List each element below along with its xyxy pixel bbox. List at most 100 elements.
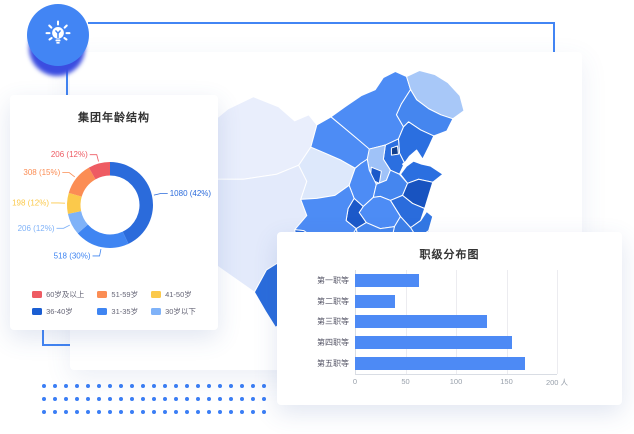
decor-dot <box>229 397 233 401</box>
bar-track <box>355 315 557 329</box>
connector-line-top <box>88 22 555 24</box>
decor-dot <box>97 384 101 388</box>
decor-dot <box>207 410 211 414</box>
decor-dot <box>229 410 233 414</box>
decor-dot <box>262 410 266 414</box>
gridline <box>506 270 508 374</box>
bar-rows: 第一职等 第二职等 第三职等 第四职等 第五职等 <box>297 270 606 374</box>
decor-dot <box>141 410 145 414</box>
donut-label-line <box>62 172 76 178</box>
decor-dot <box>119 384 123 388</box>
decor-dot <box>75 384 79 388</box>
decor-dot <box>119 410 123 414</box>
legend-item[interactable]: 60岁及以上 <box>32 289 84 300</box>
decor-dot <box>240 384 244 388</box>
bar-category-label: 第二职等 <box>317 296 349 306</box>
decor-dot <box>185 397 189 401</box>
donut-segment <box>110 162 153 244</box>
lightbulb-badge <box>27 4 89 66</box>
decor-dot <box>64 384 68 388</box>
decor-dot <box>229 384 233 388</box>
lightbulb-icon <box>45 20 71 44</box>
donut-segment <box>88 162 110 180</box>
legend-label: 30岁以下 <box>165 307 196 316</box>
legend-label: 36-40岁 <box>46 307 73 316</box>
bar-fill <box>355 315 488 329</box>
bar-row: 第五职等 <box>297 353 606 374</box>
donut-label: 206 (12%) <box>51 150 88 159</box>
decor-dot <box>97 410 101 414</box>
legend-item[interactable]: 51-59岁 <box>97 289 138 300</box>
decor-dot <box>218 384 222 388</box>
decor-dot <box>75 410 79 414</box>
decor-dot <box>119 397 123 401</box>
legend-item[interactable]: 41-50岁 <box>151 289 196 300</box>
decor-dot <box>53 384 57 388</box>
decor-dot <box>185 384 189 388</box>
decor-dot <box>130 397 134 401</box>
decor-dot <box>163 384 167 388</box>
lightbulb-badge-circle <box>27 4 89 66</box>
decor-dot <box>218 410 222 414</box>
donut-segment <box>68 167 96 197</box>
x-axis-tick: 150 <box>500 377 513 386</box>
legend-item[interactable]: 30岁以下 <box>151 306 196 317</box>
decor-dot <box>86 384 90 388</box>
decor-dot <box>251 397 255 401</box>
donut-label: 308 (15%) <box>23 168 60 177</box>
decor-dot <box>185 410 189 414</box>
bar-row: 第一职等 <box>297 270 606 291</box>
decor-dot <box>141 384 145 388</box>
bar-track <box>355 336 557 350</box>
donut-segment <box>66 192 82 214</box>
bar-track <box>355 357 557 371</box>
bar-track <box>355 273 557 287</box>
decor-dot <box>42 384 46 388</box>
decor-dot <box>174 384 178 388</box>
rank-card-title: 职级分布图 <box>419 249 480 261</box>
legend-item[interactable]: 36-40岁 <box>32 306 84 317</box>
donut-label-line <box>89 154 99 162</box>
bar-fill <box>355 336 512 350</box>
decor-dot <box>97 397 101 401</box>
decor-dot <box>251 384 255 388</box>
legend-label: 31-35岁 <box>111 307 139 316</box>
rank-distribution-card: 职级分布图 第一职等 第二职等 第三职等 第四职等 第五职等 0 50 100 150 200 … <box>277 232 622 405</box>
connector-line-badge <box>66 60 68 98</box>
x-axis-ticks: 0 50 100 150 200 人 <box>352 377 568 389</box>
decor-dot <box>53 410 57 414</box>
bar-fill <box>355 273 419 287</box>
connector-line-corner-h <box>42 344 76 346</box>
connector-line-top-drop <box>553 22 555 54</box>
bar-category-label: 第一职等 <box>317 275 349 285</box>
legend-swatch <box>32 308 43 315</box>
age-card-title: 集团年龄结构 <box>78 112 150 124</box>
decor-dot <box>42 397 46 401</box>
decor-dot <box>108 397 112 401</box>
donut-label: 518 (30%) <box>54 251 91 260</box>
decor-dot <box>240 410 244 414</box>
decor-dot <box>86 397 90 401</box>
x-axis-tick: 0 <box>352 377 358 386</box>
decor-dot <box>86 410 90 414</box>
donut-segment <box>77 224 129 248</box>
decor-dot <box>64 397 68 401</box>
map-region <box>390 145 399 156</box>
legend-item[interactable]: 31-35岁 <box>97 306 138 317</box>
donut-label-line <box>153 193 168 196</box>
decor-dot <box>207 384 211 388</box>
donut-label-line <box>56 224 70 229</box>
decor-dot <box>42 410 46 414</box>
decor-dot <box>141 397 145 401</box>
decor-dot <box>163 397 167 401</box>
age-structure-card: 集团年龄结构 1080 (42%) 518 (30%) 206 (12%) 198 (… <box>10 95 218 330</box>
bar-fill <box>355 357 525 371</box>
donut-label-line <box>92 249 102 257</box>
bar-track <box>355 294 557 308</box>
rank-bar-chart: 第一职等 第二职等 第三职等 第四职等 第五职等 0 50 100 150 200 人 <box>297 270 606 392</box>
legend-label: 41-50岁 <box>165 290 192 299</box>
bar-category-label: 第五职等 <box>317 359 349 369</box>
decor-dot <box>174 397 178 401</box>
decor-dot <box>218 397 222 401</box>
